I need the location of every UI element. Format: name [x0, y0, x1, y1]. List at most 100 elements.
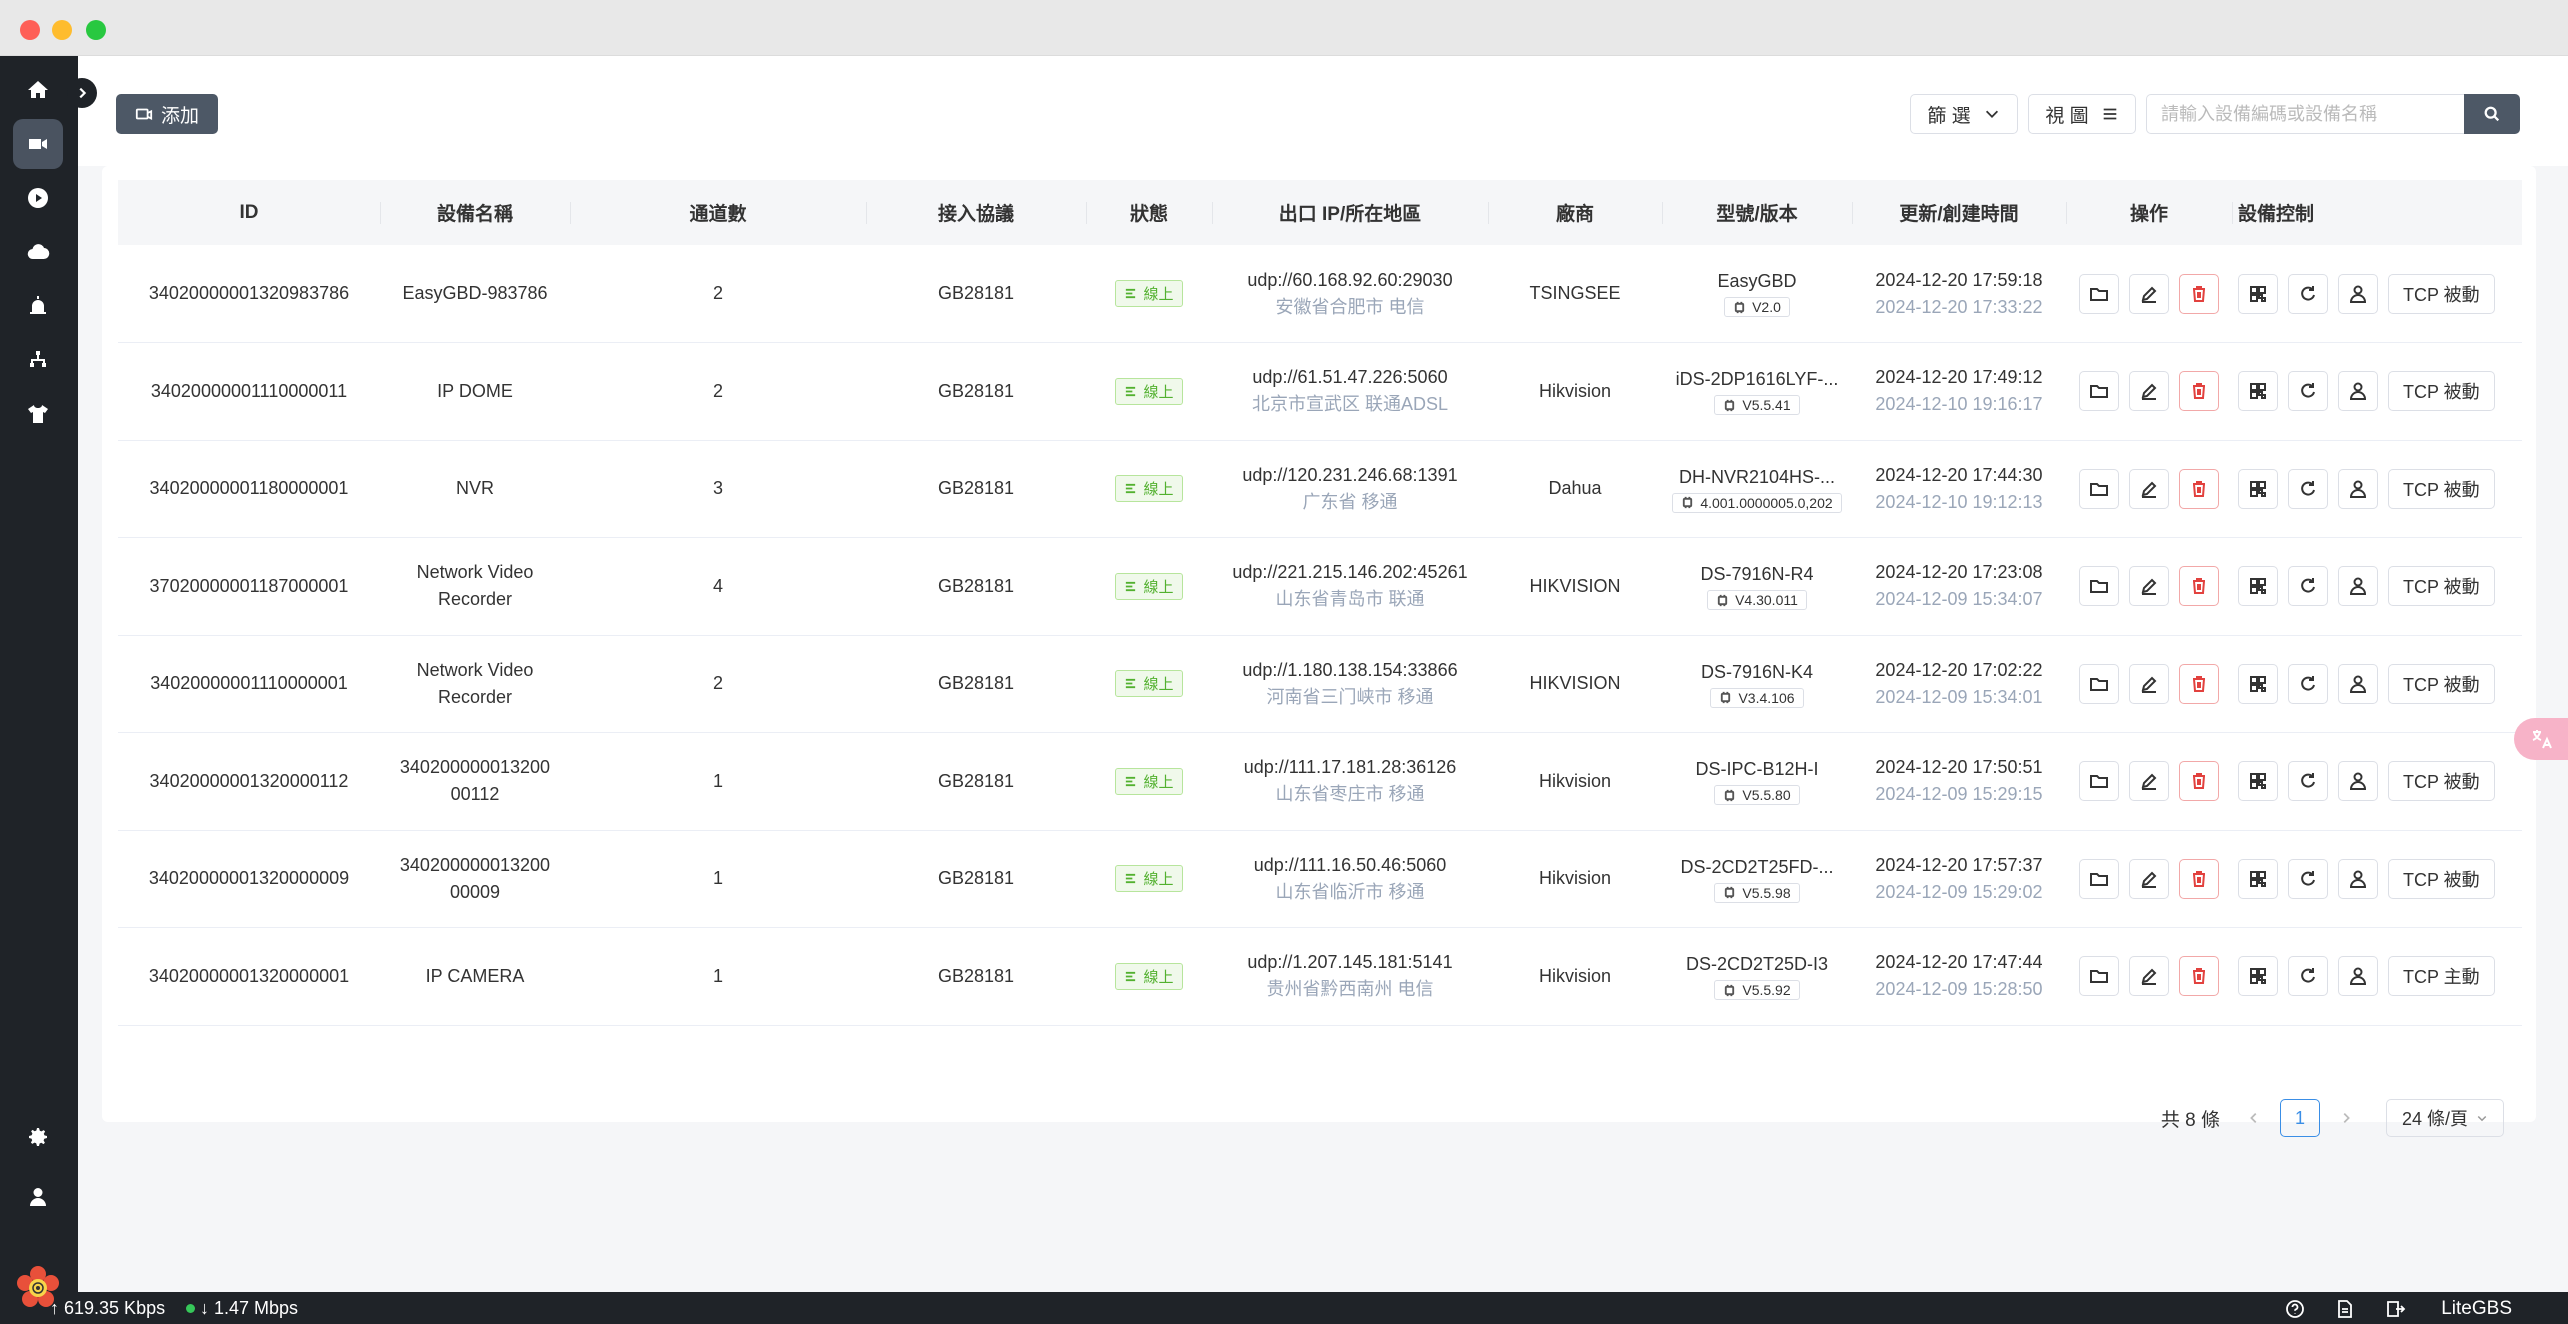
translate-widget[interactable] — [2514, 718, 2568, 760]
tcp-mode-button[interactable]: TCP 被動 — [2388, 858, 2495, 899]
help-icon[interactable] — [2284, 1298, 2306, 1320]
qr-code-button[interactable] — [2238, 468, 2278, 509]
sidebar-item-user[interactable] — [13, 1172, 63, 1222]
tcp-mode-button[interactable]: TCP 被動 — [2388, 273, 2495, 314]
user-button[interactable] — [2338, 273, 2378, 314]
refresh-button[interactable] — [2288, 371, 2328, 412]
refresh-button[interactable] — [2288, 273, 2328, 314]
add-device-button[interactable]: 添加 — [116, 94, 218, 134]
sidebar-item-cloud[interactable] — [13, 227, 63, 277]
open-folder-button[interactable] — [2079, 956, 2119, 997]
delete-button[interactable] — [2179, 956, 2219, 997]
qr-code-button[interactable] — [2238, 761, 2278, 802]
sidebar-item-settings[interactable] — [13, 1112, 63, 1162]
refresh-button[interactable] — [2288, 761, 2328, 802]
delete-button[interactable] — [2179, 371, 2219, 412]
status-badge: 線上 — [1115, 767, 1183, 795]
open-folder-button[interactable] — [2079, 273, 2119, 314]
sidebar-item-playback[interactable] — [13, 173, 63, 223]
header-id[interactable]: ID — [118, 180, 380, 245]
tcp-mode-button[interactable]: TCP 被動 — [2388, 663, 2495, 704]
qr-code-button[interactable] — [2238, 371, 2278, 412]
document-icon[interactable] — [2334, 1298, 2356, 1320]
table-row[interactable]: 34020000001110000011 IP DOME 2 GB28181 線上 udp… — [118, 342, 2522, 441]
filter-dropdown[interactable]: 篩 選 — [1910, 94, 2018, 134]
open-folder-button[interactable] — [2079, 663, 2119, 704]
sidebar-item-home[interactable] — [13, 65, 63, 115]
sidebar-item-alarm[interactable] — [13, 281, 63, 331]
table-row[interactable]: 34020000001320000001 IP CAMERA 1 GB28181 線上 u… — [118, 927, 2522, 1026]
header-name[interactable]: 設備名稱 — [380, 180, 570, 245]
open-folder-button[interactable] — [2079, 761, 2119, 802]
export-icon[interactable] — [2384, 1298, 2406, 1320]
view-dropdown[interactable]: 視 圖 — [2028, 94, 2136, 134]
edit-button[interactable] — [2129, 468, 2169, 509]
table-row[interactable]: 34020000001180000001 NVR 3 GB28181 線上 udp://1… — [118, 440, 2522, 538]
tcp-mode-button[interactable]: TCP 被動 — [2388, 761, 2495, 802]
maximize-window-button[interactable] — [86, 20, 106, 40]
header-time[interactable]: 更新/創建時間 — [1852, 180, 2066, 245]
refresh-button[interactable] — [2288, 468, 2328, 509]
user-button[interactable] — [2338, 468, 2378, 509]
open-folder-button[interactable] — [2079, 858, 2119, 899]
user-button[interactable] — [2338, 663, 2378, 704]
refresh-button[interactable] — [2288, 566, 2328, 607]
header-channels[interactable]: 通道數 — [570, 180, 866, 245]
delete-button[interactable] — [2179, 468, 2219, 509]
refresh-button[interactable] — [2288, 663, 2328, 704]
search-input[interactable] — [2146, 94, 2464, 134]
sidebar-collapse-button[interactable] — [67, 78, 97, 108]
open-folder-button[interactable] — [2079, 468, 2119, 509]
refresh-button[interactable] — [2288, 858, 2328, 899]
open-folder-button[interactable] — [2079, 566, 2119, 607]
table-row[interactable]: 34020000001320000112 340200000013200 0011… — [118, 732, 2522, 831]
delete-button[interactable] — [2179, 761, 2219, 802]
close-window-button[interactable] — [20, 20, 40, 40]
page-number-current[interactable]: 1 — [2280, 1099, 2320, 1137]
user-button[interactable] — [2338, 858, 2378, 899]
delete-button[interactable] — [2179, 858, 2219, 899]
qr-code-button[interactable] — [2238, 566, 2278, 607]
user-button[interactable] — [2338, 761, 2378, 802]
edit-button[interactable] — [2129, 956, 2169, 997]
tcp-mode-button[interactable]: TCP 被動 — [2388, 371, 2495, 412]
header-status[interactable]: 狀態 — [1086, 180, 1212, 245]
header-model[interactable]: 型號/版本 — [1662, 180, 1852, 245]
sidebar-item-devices[interactable] — [13, 119, 63, 169]
qr-code-button[interactable] — [2238, 663, 2278, 704]
tcp-mode-button[interactable]: TCP 被動 — [2388, 566, 2495, 607]
delete-button[interactable] — [2179, 663, 2219, 704]
edit-button[interactable] — [2129, 273, 2169, 314]
user-button[interactable] — [2338, 956, 2378, 997]
qr-code-button[interactable] — [2238, 956, 2278, 997]
edit-button[interactable] — [2129, 761, 2169, 802]
table-row[interactable]: 34020000001320983786 EasyGBD-983786 2 GB281… — [118, 245, 2522, 343]
tcp-mode-button[interactable]: TCP 被動 — [2388, 468, 2495, 509]
header-protocol[interactable]: 接入協議 — [866, 180, 1086, 245]
header-vendor[interactable]: 廠商 — [1488, 180, 1662, 245]
table-row[interactable]: 34020000001110000001 Network Video Record… — [118, 635, 2522, 733]
refresh-button[interactable] — [2288, 956, 2328, 997]
user-button[interactable] — [2338, 566, 2378, 607]
qr-code-button[interactable] — [2238, 273, 2278, 314]
edit-button[interactable] — [2129, 566, 2169, 607]
open-folder-button[interactable] — [2079, 371, 2119, 412]
delete-button[interactable] — [2179, 273, 2219, 314]
page-size-select[interactable]: 24 條/頁 — [2386, 1099, 2504, 1137]
sidebar-item-organization[interactable] — [13, 335, 63, 385]
minimize-window-button[interactable] — [52, 20, 72, 40]
edit-button[interactable] — [2129, 858, 2169, 899]
table-row[interactable]: 34020000001320000009 340200000013200 0000… — [118, 830, 2522, 928]
prev-page-button[interactable] — [2238, 1099, 2270, 1137]
table-row[interactable]: 37020000001187000001 Network Video Record… — [118, 537, 2522, 636]
delete-button[interactable] — [2179, 566, 2219, 607]
header-ip[interactable]: 出口 IP/所在地區 — [1212, 180, 1488, 245]
next-page-button[interactable] — [2330, 1099, 2362, 1137]
qr-code-button[interactable] — [2238, 858, 2278, 899]
tcp-mode-button[interactable]: TCP 主動 — [2388, 956, 2495, 997]
search-button[interactable] — [2464, 94, 2520, 134]
edit-button[interactable] — [2129, 663, 2169, 704]
edit-button[interactable] — [2129, 371, 2169, 412]
user-button[interactable] — [2338, 371, 2378, 412]
sidebar-item-skin[interactable] — [13, 389, 63, 439]
